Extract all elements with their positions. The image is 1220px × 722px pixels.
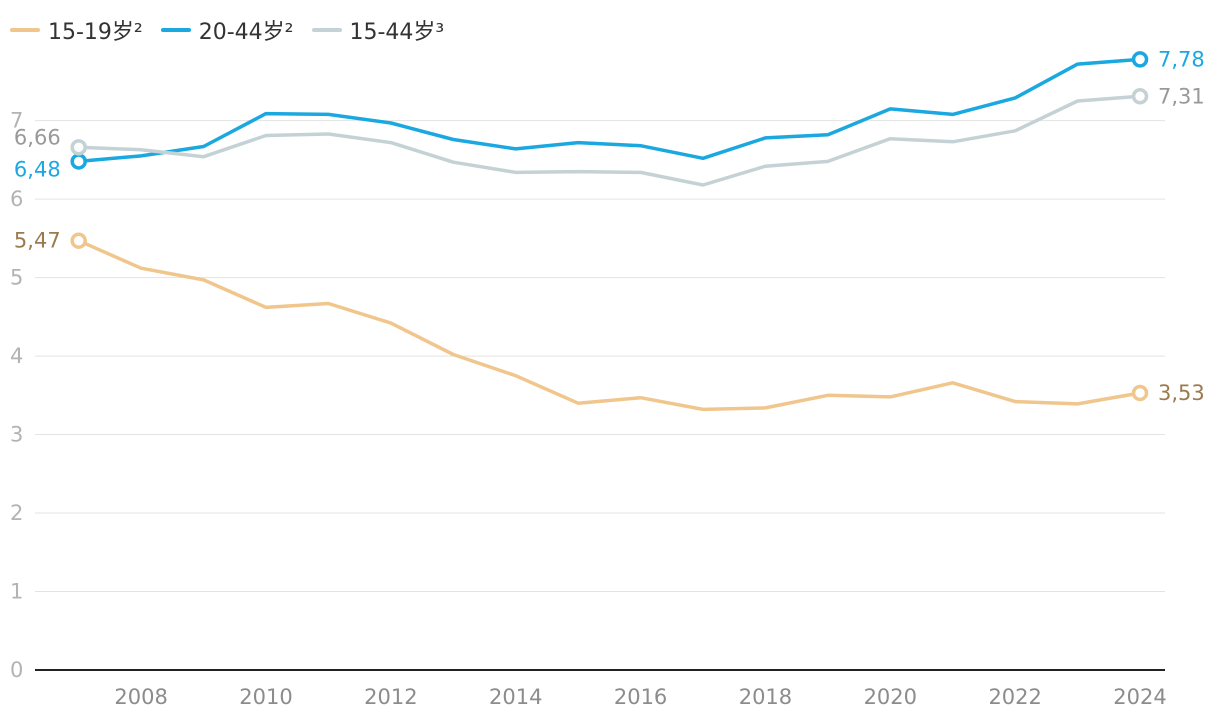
x-tick-label-2010: 2010 bbox=[239, 685, 292, 709]
series-line-0 bbox=[76, 238, 1142, 412]
y-tick-label-6: 6 bbox=[10, 187, 23, 211]
x-tick-label-2016: 2016 bbox=[614, 685, 667, 709]
legend: 15-19岁² 20-44岁² 15-44岁³ bbox=[10, 14, 444, 46]
legend-label-15-44: 15-44岁³ bbox=[349, 20, 445, 45]
x-tick-label-2024: 2024 bbox=[1113, 685, 1166, 709]
y-tick-label-0: 0 bbox=[10, 658, 23, 682]
x-tick-label-2008: 2008 bbox=[114, 685, 167, 709]
start-value-label-0: 5,47 bbox=[14, 229, 61, 253]
x-tick-label-2018: 2018 bbox=[739, 685, 792, 709]
end-value-label-1: 7,78 bbox=[1158, 47, 1205, 71]
start-marker-1 bbox=[70, 153, 87, 170]
legend-swatch-15-44 bbox=[311, 28, 342, 32]
y-tick-label-5: 5 bbox=[10, 266, 23, 290]
y-tick-label-3: 3 bbox=[10, 423, 23, 447]
y-tick-label-7: 7 bbox=[10, 109, 23, 133]
legend-label-20-44: 20-44岁² bbox=[198, 20, 294, 45]
end-value-label-2: 7,31 bbox=[1158, 84, 1205, 108]
legend-item-15-19: 15-19岁² bbox=[10, 14, 143, 46]
start-value-label-1: 6,48 bbox=[14, 157, 61, 181]
y-tick-label-2: 2 bbox=[10, 501, 23, 525]
end-value-label-0: 3,53 bbox=[1158, 381, 1205, 405]
series-line-2 bbox=[76, 94, 1142, 187]
end-marker-1 bbox=[1131, 51, 1149, 68]
end-marker-0 bbox=[1131, 384, 1149, 402]
x-tick-label-2012: 2012 bbox=[364, 685, 417, 709]
x-tick-label-2022: 2022 bbox=[988, 685, 1041, 709]
legend-swatch-20-44 bbox=[160, 28, 191, 32]
x-tick-label-2014: 2014 bbox=[489, 685, 542, 709]
end-marker-2 bbox=[1131, 88, 1149, 105]
legend-swatch-15-19 bbox=[10, 28, 40, 32]
legend-item-15-44: 15-44岁³ bbox=[311, 14, 445, 46]
start-marker-0 bbox=[70, 232, 87, 249]
start-value-label-2: 6,66 bbox=[14, 125, 61, 149]
y-tick-label-1: 1 bbox=[10, 580, 23, 604]
series-line-1 bbox=[76, 57, 1142, 164]
start-marker-2 bbox=[70, 139, 87, 156]
y-tick-label-4: 4 bbox=[10, 344, 23, 368]
legend-label-15-19: 15-19岁² bbox=[48, 20, 143, 45]
legend-item-20-44: 20-44岁² bbox=[160, 14, 294, 46]
x-tick-label-2020: 2020 bbox=[864, 685, 917, 709]
